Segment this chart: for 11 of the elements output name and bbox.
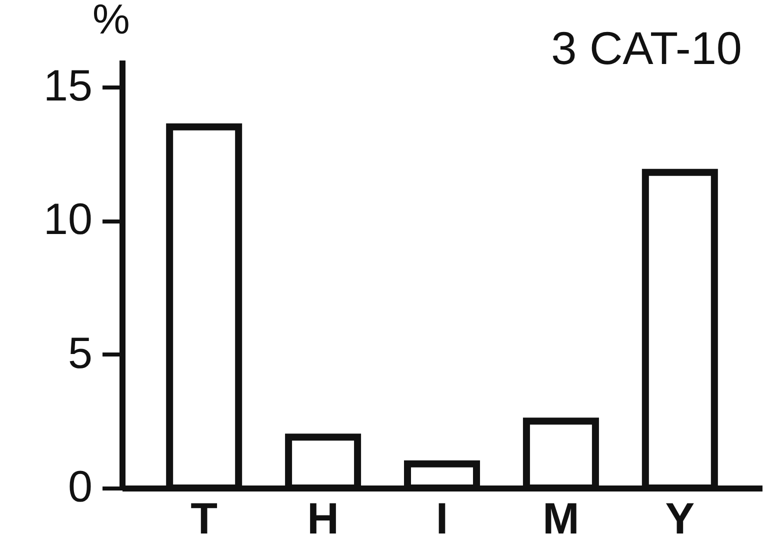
y-tick-label: 5 — [68, 328, 92, 378]
chart-title: 3 CAT-10 — [551, 22, 742, 74]
x-tick-label: I — [436, 494, 448, 544]
x-tick-label: Y — [665, 494, 695, 544]
y-tick-label: 15 — [44, 61, 92, 110]
x-tick-label: H — [307, 494, 339, 544]
x-tick-label: T — [190, 494, 218, 544]
y-tick-label: 10 — [44, 195, 92, 244]
y-tick-label: 0 — [68, 462, 92, 512]
x-tick-label: M — [542, 494, 580, 544]
y-axis-title: % — [92, 0, 130, 42]
